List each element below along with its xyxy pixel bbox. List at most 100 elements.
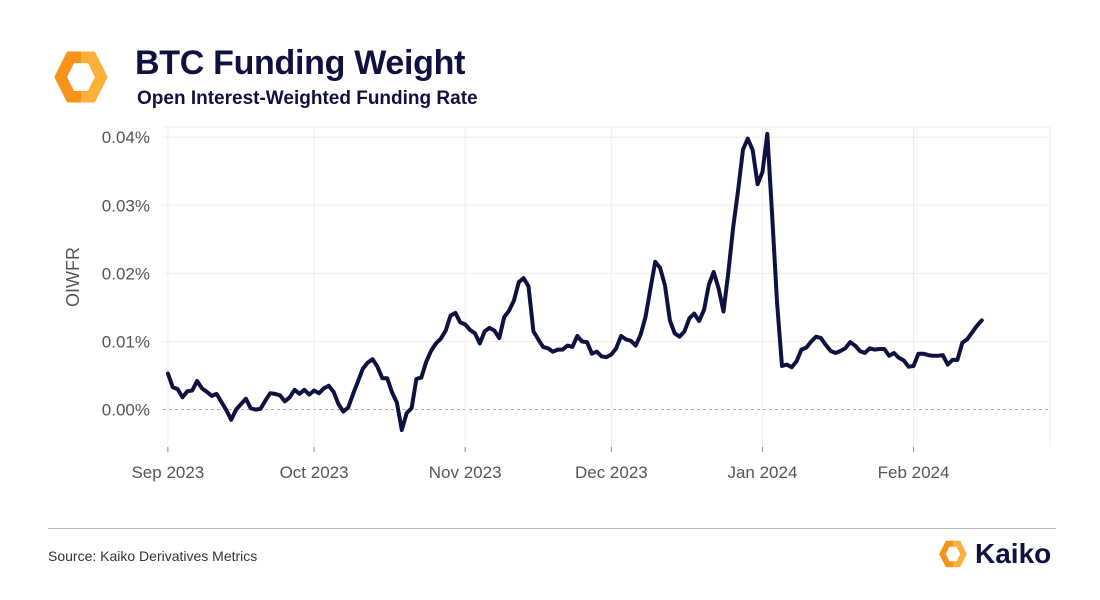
data-point [478,341,482,346]
data-point [497,336,501,340]
y-tick-label: 0.04% [102,128,150,147]
data-point [765,132,769,136]
data-point [283,399,287,403]
data-point [648,287,653,291]
data-point [819,336,823,340]
data-point [799,348,804,352]
data-point [609,352,614,356]
data-point [176,387,180,391]
data-point [872,348,877,352]
data-point [931,354,935,358]
data-point [887,354,891,358]
brand-logo: Kaiko [938,536,1051,572]
data-point [293,388,297,392]
data-point [565,344,570,348]
data-point [600,354,604,358]
data-point [531,329,536,333]
data-point [473,331,477,335]
data-point [629,339,633,343]
data-point [239,402,243,406]
x-tick-label: Jan 2024 [727,463,797,482]
data-point [663,284,667,288]
data-point [804,346,808,350]
data-point [643,315,648,319]
data-point [936,354,940,358]
data-point [434,341,438,346]
data-point [366,361,370,365]
data-point [249,406,253,410]
data-point [307,393,311,397]
data-point [843,346,847,350]
data-point [921,352,925,356]
chart-subtitle: Open Interest-Weighted Funding Rate [137,88,478,109]
data-point [395,401,399,405]
grid-lines [163,126,1051,452]
data-point [960,341,964,345]
data-point [468,328,472,332]
data-point [824,343,828,347]
data-point [926,353,930,357]
data-point [297,392,302,396]
y-tick-label: 0.00% [102,401,150,420]
data-point [390,390,394,395]
data-point [458,320,462,324]
logo-right-half [953,540,967,568]
data-point [487,326,492,330]
brand-name: Kaiko [975,538,1052,569]
data-point [400,428,404,432]
data-point [604,355,609,359]
data-point [834,351,838,355]
data-point [731,225,735,229]
data-point [965,337,969,341]
data-point [356,380,360,384]
data-point [838,349,843,353]
data-point [448,314,453,318]
logo-right-half [81,51,108,103]
data-point [278,393,282,397]
data-point [946,363,950,367]
x-tick-label: Nov 2023 [429,463,502,482]
data-point [268,391,272,395]
data-point [639,333,643,337]
data-point [595,350,599,354]
x-tick-label: Sep 2023 [131,463,204,482]
data-point [375,365,379,369]
data-point [380,376,384,380]
line-chart: 0.00% 0.01% 0.02% 0.03% 0.04% Sep 2023 Oct 20… [63,126,1051,482]
series-line [165,131,984,432]
y-tick-labels: 0.00% 0.01% 0.02% 0.03% 0.04% [102,128,150,419]
data-point [950,358,955,362]
data-point [736,188,740,192]
data-point [336,402,341,406]
data-point [424,360,428,364]
x-tick-label: Feb 2024 [878,463,950,482]
data-point [858,349,862,353]
logo-left-half [939,540,953,568]
data-point [517,280,521,284]
data-point [166,371,170,376]
data-point [868,346,872,350]
data-point [414,377,418,381]
data-point [219,400,224,404]
data-point [346,405,350,410]
data-point [809,339,813,344]
data-point [634,344,638,348]
data-point [585,340,589,344]
data-point [907,365,911,369]
data-point [955,358,960,362]
data-point [619,334,623,338]
data-point [848,340,852,344]
data-point [215,392,219,396]
data-point [453,311,457,315]
data-point [897,356,901,360]
data-point [707,283,711,287]
data-point [483,329,487,333]
data-point [911,364,916,368]
data-point [317,391,321,395]
chart-title: BTC Funding Weight [135,44,466,82]
kaiko-logo-icon [939,540,967,568]
data-point [775,301,779,305]
data-point [575,334,579,338]
data-point [526,284,531,288]
y-tick-label: 0.03% [102,196,150,215]
